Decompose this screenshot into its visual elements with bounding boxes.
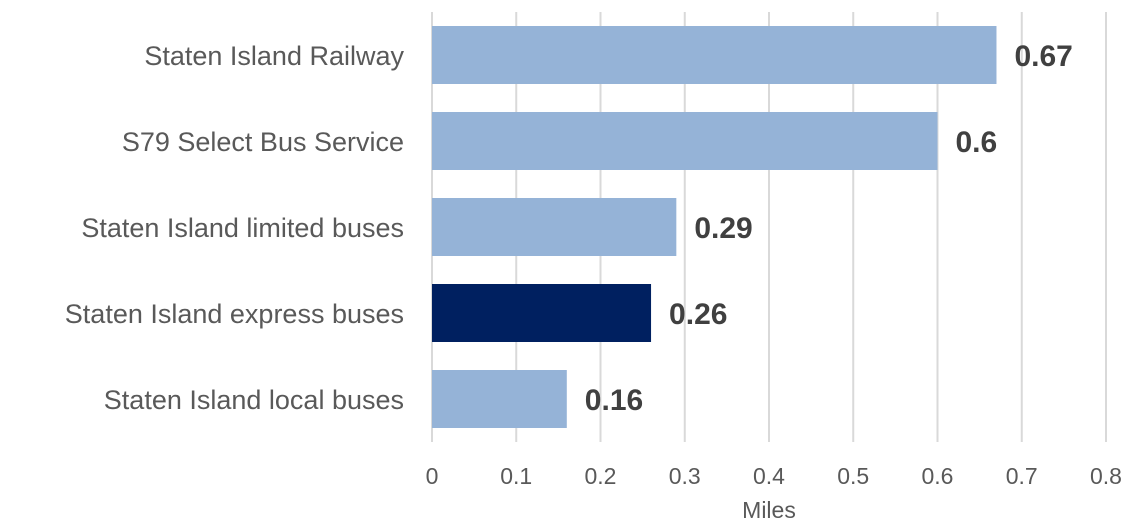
data-label: 0.16: [585, 384, 643, 417]
data-label: 0.67: [1014, 40, 1072, 73]
x-tick-label: 0.1: [500, 463, 532, 489]
data-label: 0.29: [694, 212, 752, 245]
x-tick-label: 0.5: [837, 463, 869, 489]
category-label: Staten Island express buses: [65, 299, 404, 329]
x-tick-label: 0: [426, 463, 439, 489]
x-tick-label: 0.4: [753, 463, 785, 489]
category-label: Staten Island Railway: [144, 41, 404, 71]
category-label: Staten Island limited buses: [81, 213, 404, 243]
category-label: Staten Island local buses: [104, 385, 404, 415]
data-label: 0.6: [956, 126, 998, 159]
bars: [432, 26, 997, 428]
data-labels: 0.67 0.6 0.29 0.26 0.16: [585, 40, 1073, 417]
bar: [432, 198, 677, 256]
x-tick-label: 0.6: [922, 463, 954, 489]
x-axis-title: Miles: [742, 497, 796, 523]
bar: [432, 112, 938, 170]
category-label: S79 Select Bus Service: [122, 127, 404, 157]
bar: [432, 284, 652, 342]
category-labels: Staten Island Railway S79 Select Bus Serv…: [65, 41, 405, 415]
bar: [432, 26, 997, 84]
data-label: 0.26: [669, 298, 727, 331]
x-tick-label: 0.3: [669, 463, 701, 489]
x-tick-labels: 0 0.1 0.2 0.3 0.4 0.5 0.6 0.7 0.8: [426, 463, 1122, 489]
x-tick-label: 0.2: [585, 463, 617, 489]
bar: [432, 370, 567, 428]
x-tick-label: 0.7: [1006, 463, 1038, 489]
x-tick-label: 0.8: [1090, 463, 1122, 489]
